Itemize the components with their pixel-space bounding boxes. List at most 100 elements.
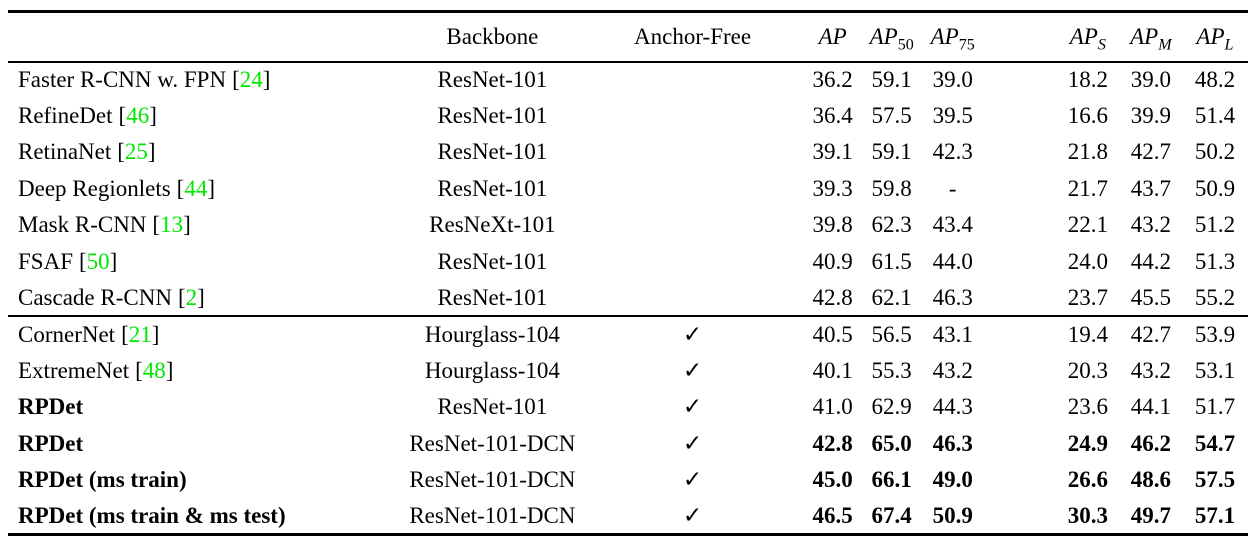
aps-cell: 26.6 bbox=[1067, 466, 1108, 492]
method-name: ExtremeNet bbox=[18, 357, 130, 383]
column-spacer bbox=[984, 280, 1056, 316]
aps-cell: 20.3 bbox=[1067, 357, 1108, 383]
apm-cell: 43.2 bbox=[1130, 212, 1171, 238]
method-cell: CornerNet [21] bbox=[8, 316, 403, 352]
apm-cell: 45.5 bbox=[1130, 284, 1171, 310]
ap75-cell: 46.3 bbox=[932, 284, 973, 310]
ap50-cell: 57.5 bbox=[871, 103, 912, 129]
col-header-ap50: AP50 bbox=[869, 23, 914, 54]
apm-cell: 44.2 bbox=[1130, 248, 1171, 274]
citation-bracket-open: [ bbox=[117, 139, 125, 165]
table-row: CornerNet [21] Hourglass-104 ✓ 40.5 56.5 … bbox=[8, 316, 1248, 352]
ap-cell: 36.4 bbox=[812, 103, 853, 129]
citation-bracket-open: [ bbox=[152, 212, 161, 238]
col-header-backbone: Backbone bbox=[446, 23, 539, 49]
anchor-free-cell bbox=[581, 280, 803, 316]
apm-cell: 48.6 bbox=[1130, 466, 1171, 492]
citation-link[interactable]: [21] bbox=[121, 322, 159, 347]
checkmark-icon: ✓ bbox=[682, 394, 703, 421]
citation-link[interactable]: [13] bbox=[152, 212, 190, 237]
table-row: Faster R-CNN w. FPN [24] ResNet-101 36.2 … bbox=[8, 62, 1248, 98]
apl-cell: 53.1 bbox=[1194, 357, 1236, 383]
ap-cell: 42.8 bbox=[812, 284, 853, 310]
aps-cell: 23.6 bbox=[1067, 394, 1108, 420]
citation-bracket-open: [ bbox=[232, 67, 240, 93]
ap-cell: 39.1 bbox=[812, 139, 853, 165]
citation-number[interactable]: 13 bbox=[160, 212, 184, 238]
ap-cell: 41.0 bbox=[812, 394, 853, 420]
aps-cell: 21.7 bbox=[1067, 175, 1108, 201]
citation-bracket-close: ] bbox=[165, 357, 174, 383]
ap-cell: 39.8 bbox=[812, 212, 853, 238]
method-cell: Deep Regionlets [44] bbox=[8, 171, 403, 207]
ap-cell: 46.5 bbox=[812, 502, 853, 528]
citation-link[interactable]: [46] bbox=[119, 103, 157, 128]
citation-number[interactable]: 50 bbox=[86, 248, 110, 274]
table-row: RefineDet [46] ResNet-101 36.4 57.5 39.5 … bbox=[8, 98, 1248, 134]
column-spacer bbox=[984, 498, 1056, 534]
apm-cell: 39.0 bbox=[1130, 67, 1171, 93]
ap50-cell: 59.1 bbox=[871, 67, 912, 93]
ap50-cell: 59.8 bbox=[871, 175, 912, 201]
table-row: RPDet[] ResNet-101 ✓ 41.0 62.9 44.3 23.6… bbox=[8, 389, 1248, 425]
ap75-cell: 43.2 bbox=[932, 357, 973, 383]
backbone-cell: ResNet-101 bbox=[437, 175, 548, 201]
col-header-ap75: AP75 bbox=[930, 23, 975, 54]
citation-link[interactable]: [44] bbox=[177, 176, 215, 201]
column-spacer bbox=[984, 12, 1056, 62]
apm-cell: 39.9 bbox=[1130, 103, 1171, 129]
ap75-cell: 43.4 bbox=[932, 212, 973, 238]
citation-number[interactable]: 25 bbox=[124, 139, 148, 165]
citation-bracket-close: ] bbox=[109, 248, 118, 274]
ap75-cell: 39.0 bbox=[932, 67, 973, 93]
table-row: Cascade R-CNN [2] ResNet-101 42.8 62.1 46… bbox=[8, 280, 1248, 316]
column-spacer bbox=[984, 462, 1056, 498]
backbone-cell: ResNet-101 bbox=[437, 67, 548, 93]
ap75-cell: 49.0 bbox=[932, 466, 973, 492]
citation-number[interactable]: 48 bbox=[142, 357, 166, 383]
method-cell: RPDet (ms train & ms test)[] bbox=[8, 498, 403, 534]
citation-bracket-open: [ bbox=[177, 284, 186, 310]
column-spacer bbox=[984, 98, 1056, 134]
backbone-cell: ResNet-101-DCN bbox=[409, 466, 576, 492]
apl-cell: 55.2 bbox=[1194, 284, 1236, 310]
anchor-free-cell bbox=[581, 243, 803, 279]
table-row: RPDet[] ResNet-101-DCN ✓ 42.8 65.0 46.3 … bbox=[8, 425, 1248, 461]
ap-cell: 42.8 bbox=[812, 430, 853, 456]
citation-bracket-open: [ bbox=[121, 321, 129, 347]
apm-cell: 46.2 bbox=[1130, 430, 1171, 456]
table-row: RetinaNet [25] ResNet-101 39.1 59.1 42.3 … bbox=[8, 134, 1248, 170]
ap-cell: 40.9 bbox=[812, 248, 853, 274]
method-cell: Mask R-CNN [13] bbox=[8, 207, 403, 243]
method-name: RefineDet bbox=[18, 103, 113, 129]
citation-link[interactable]: [48] bbox=[135, 358, 173, 383]
citation-link[interactable]: [2] bbox=[178, 285, 205, 310]
method-name: RPDet (ms train & ms test) bbox=[18, 502, 286, 528]
ap75-cell: 44.0 bbox=[932, 248, 973, 274]
ap-cell: 36.2 bbox=[812, 67, 853, 93]
apm-cell: 44.1 bbox=[1130, 394, 1171, 420]
anchor-free-cell: ✓ bbox=[581, 316, 803, 352]
citation-link[interactable]: [25] bbox=[117, 139, 155, 164]
table-row: Deep Regionlets [44] ResNet-101 39.3 59.8… bbox=[8, 171, 1248, 207]
anchor-free-cell bbox=[581, 98, 803, 134]
apl-cell: 54.7 bbox=[1194, 430, 1236, 456]
table-section-anchor-free: CornerNet [21] Hourglass-104 ✓ 40.5 56.5 … bbox=[8, 316, 1248, 534]
citation-bracket-close: ] bbox=[262, 67, 271, 93]
aps-cell: 21.8 bbox=[1067, 139, 1108, 165]
citation-bracket-close: ] bbox=[149, 103, 157, 129]
apm-cell: 49.7 bbox=[1130, 502, 1171, 528]
backbone-cell: ResNet-101-DCN bbox=[409, 502, 576, 528]
citation-number[interactable]: 24 bbox=[239, 67, 263, 93]
col-header-apl: APL bbox=[1196, 23, 1234, 54]
ap50-cell: 61.5 bbox=[871, 248, 912, 274]
table-row: Mask R-CNN [13] ResNeXt-101 39.8 62.3 43.… bbox=[8, 207, 1248, 243]
citation-number[interactable]: 44 bbox=[184, 175, 208, 201]
citation-link[interactable]: [24] bbox=[232, 67, 270, 92]
citation-number[interactable]: 2 bbox=[185, 284, 198, 310]
citation-number[interactable]: 21 bbox=[128, 321, 152, 347]
column-spacer bbox=[984, 316, 1056, 352]
citation-bracket-close: ] bbox=[151, 321, 160, 347]
citation-number[interactable]: 46 bbox=[126, 103, 150, 129]
citation-link[interactable]: [50] bbox=[79, 249, 117, 274]
